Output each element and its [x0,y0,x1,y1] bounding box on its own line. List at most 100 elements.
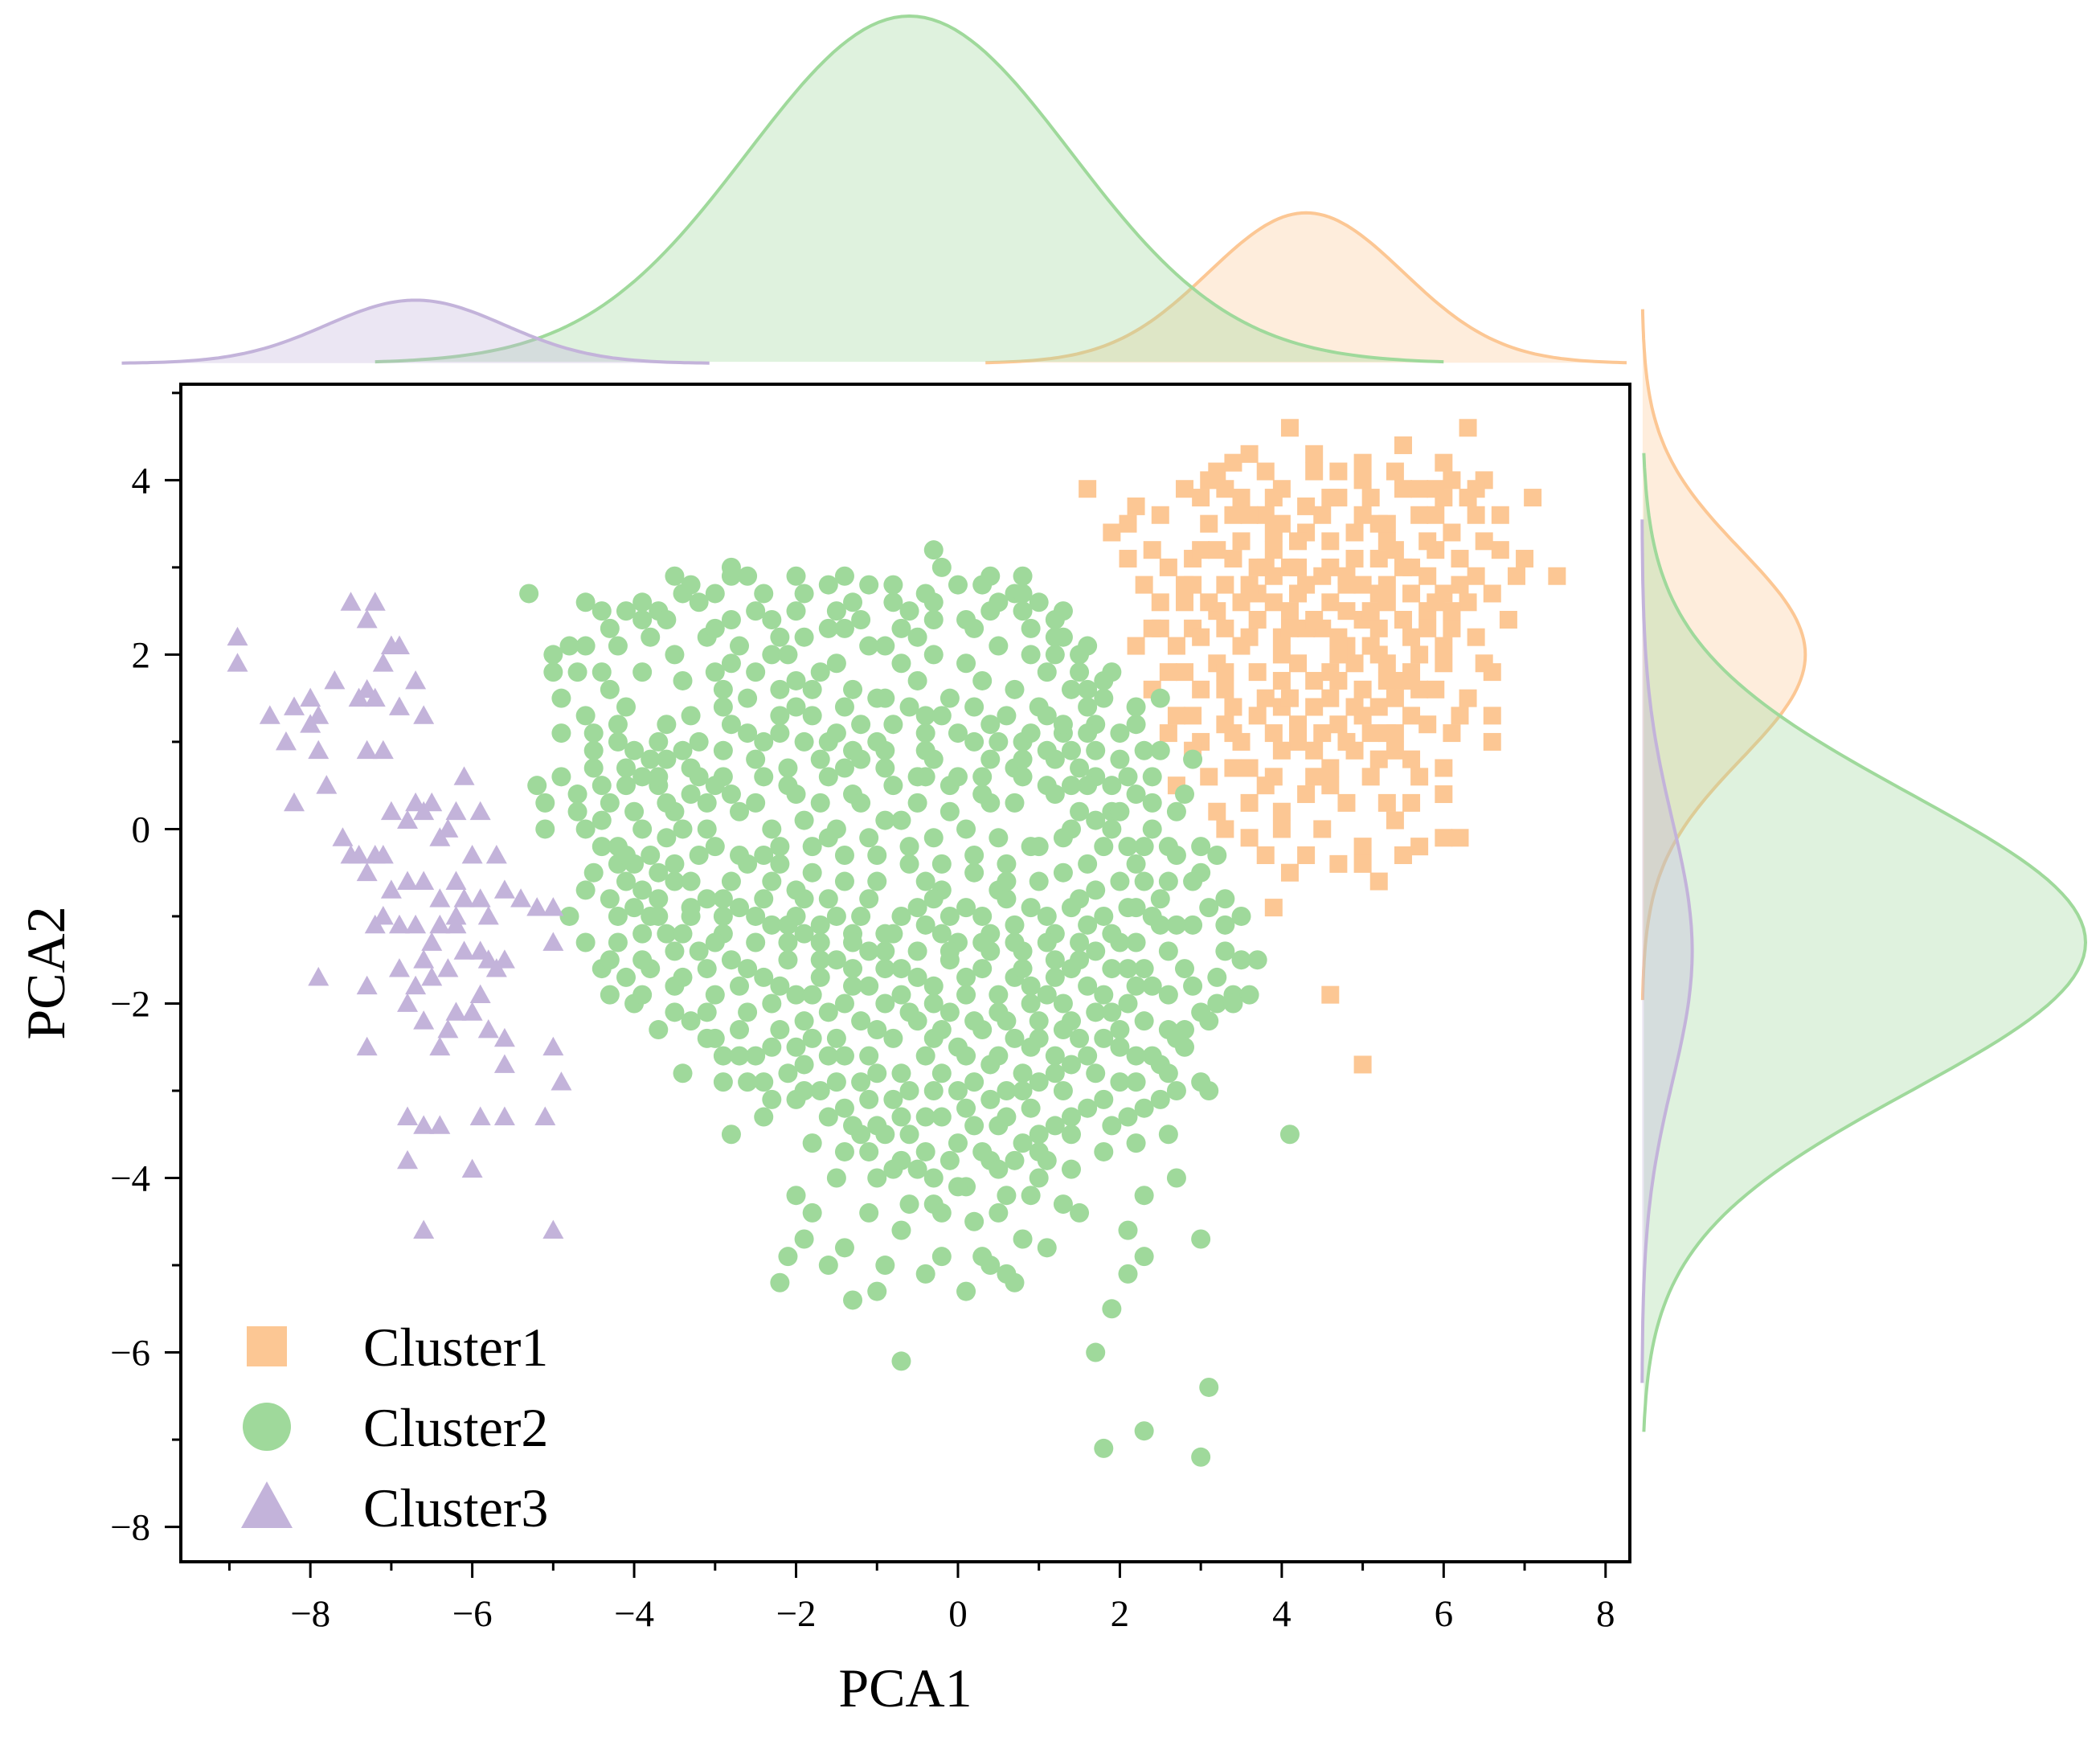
point-cluster2 [1070,801,1090,821]
top-kde-line-cluster3 [121,298,710,365]
point-cluster2 [875,758,895,778]
point-cluster2 [1045,950,1065,970]
point-cluster2 [834,993,854,1014]
point-cluster2 [616,846,636,865]
point-cluster1 [1361,768,1380,786]
point-cluster2 [681,898,701,918]
point-cluster2 [859,1141,879,1161]
point-cluster2 [1223,993,1243,1014]
point-cluster2 [915,706,935,726]
point-cluster3 [542,897,564,916]
point-cluster2 [834,1046,854,1066]
point-cluster2 [624,801,645,821]
point-cluster2 [689,941,709,961]
point-cluster2 [786,985,806,1005]
point-cluster1 [1216,680,1234,698]
point-cluster2 [818,1046,838,1066]
point-cluster1 [1377,593,1396,612]
point-cluster2 [786,697,806,717]
point-cluster2 [1029,1028,1049,1048]
point-cluster2 [1037,740,1057,760]
point-cluster2 [1029,1141,1049,1161]
point-cluster2 [826,1168,846,1188]
point-cluster1 [1289,654,1308,673]
point-cluster2 [665,854,685,874]
right-marginal-kde [1640,309,2088,1432]
point-cluster2 [649,862,669,883]
point-cluster3 [485,845,507,864]
point-cluster2 [721,610,741,629]
point-cluster2 [1191,1447,1211,1467]
point-cluster2 [786,785,806,805]
point-cluster1 [1248,707,1267,725]
point-cluster2 [1158,1063,1178,1084]
point-cluster2 [899,697,919,717]
point-cluster2 [1005,679,1025,699]
point-cluster3 [405,975,427,995]
point-cluster2 [818,767,838,787]
point-cluster2 [939,1150,960,1170]
point-cluster2 [1134,837,1154,857]
point-cluster1 [1321,985,1340,1004]
point-cluster3 [364,687,386,707]
point-cluster2 [1078,697,1098,717]
point-cluster3 [461,1158,483,1178]
point-cluster2 [730,1046,750,1066]
point-cluster1 [1435,785,1453,804]
point-cluster2 [1021,976,1041,996]
x-tick-label: 8 [1596,1593,1615,1635]
point-cluster2 [665,1002,685,1022]
point-cluster1 [1353,838,1372,856]
point-cluster2 [956,653,976,674]
point-cluster2 [875,636,895,656]
point-cluster1 [1337,602,1356,621]
point-cluster1 [1451,576,1469,594]
point-cluster2 [1207,967,1227,987]
y-tick-label: −8 [110,1507,150,1549]
point-cluster1 [1377,724,1396,743]
point-cluster2 [762,819,782,839]
point-cluster1 [1459,593,1477,612]
point-cluster2 [754,846,774,865]
point-cluster2 [746,793,766,813]
point-cluster2 [551,688,571,708]
point-cluster2 [1166,1081,1186,1100]
point-cluster1 [1377,671,1396,690]
point-cluster2 [665,871,685,891]
point-cluster2 [657,610,677,629]
point-cluster2 [891,618,911,638]
point-cluster2 [997,854,1017,874]
point-cluster3 [453,940,475,960]
point-cluster2 [1207,993,1227,1014]
point-cluster3 [493,1027,515,1047]
point-cluster3 [429,1115,451,1134]
point-cluster2 [1150,740,1170,760]
point-cluster1 [1435,489,1453,507]
point-cluster2 [1037,662,1057,682]
point-cluster2 [818,575,838,595]
point-cluster2 [641,627,661,647]
point-cluster1 [1119,550,1137,568]
point-cluster3 [405,914,427,934]
point-cluster2 [875,1256,895,1276]
point-cluster1 [1345,654,1364,673]
point-cluster1 [1321,489,1340,507]
point-cluster2 [592,810,612,830]
point-cluster2 [770,837,790,857]
point-cluster2 [1094,1141,1114,1161]
point-cluster2 [689,731,709,752]
point-cluster2 [956,985,976,1005]
point-cluster2 [600,793,620,813]
point-cluster2 [527,776,547,796]
point-cluster2 [543,645,563,665]
point-cluster1 [1280,619,1299,637]
point-cluster2 [689,846,709,865]
point-cluster2 [1158,985,1178,1005]
point-cluster2 [1037,1238,1057,1258]
point-cluster1 [1353,680,1372,698]
point-cluster2 [997,1186,1017,1206]
point-cluster2 [713,906,733,926]
point-cluster2 [997,871,1017,891]
point-cluster2 [632,985,653,1005]
point-cluster2 [956,1098,976,1118]
